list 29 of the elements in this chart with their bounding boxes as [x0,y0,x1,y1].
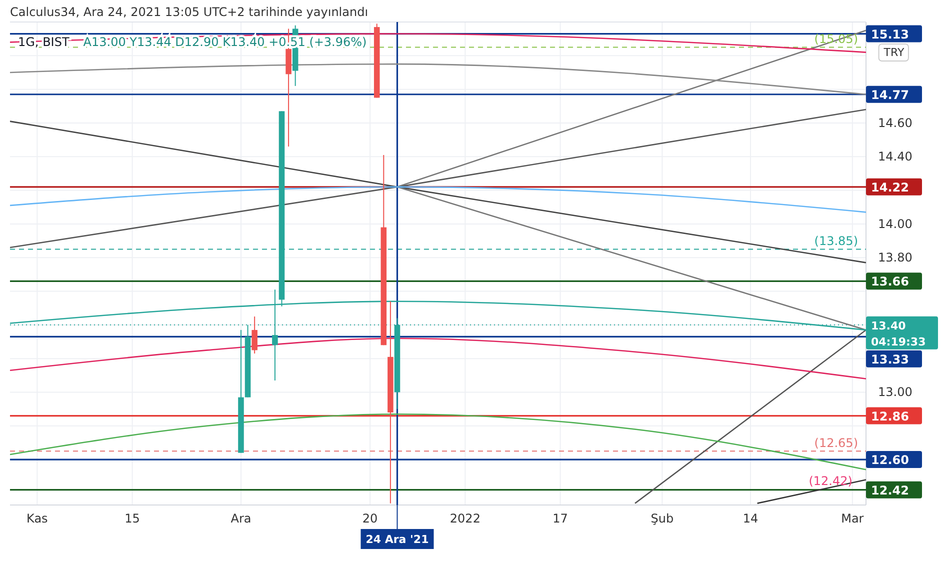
ref-line-label: 13.33 [871,352,909,366]
x-tick-label: Mar [841,512,864,526]
x-tick-label: Ara [230,512,252,526]
x-tick-label: 2022 [450,512,480,526]
x-tick-label: Kas [26,512,48,526]
y-tick-label: 14.60 [878,116,912,130]
text: TRY [882,46,904,59]
ref-line-label: 15.13 [871,27,909,42]
x-tick-label: Şub [650,512,674,526]
ref-line-label: 14.22 [871,180,909,194]
ref-line-label: (12.65) [814,436,858,450]
ref-line-label: 13.66 [871,274,909,289]
ref-line-label: 12.86 [871,409,909,424]
x-tick-label: 15 [124,512,140,526]
ref-line-label: (13.85) [814,234,858,248]
annotation: (12.42) [808,474,852,488]
y-tick-label: 14.00 [878,216,912,231]
x-tick-label: 14 [742,512,758,526]
x-tick-label: 20 [362,512,378,526]
ref-line-label: 13.40 04:19:33 [871,319,926,348]
text: Calculus34, Ara 24, 2021 13:05 UTC+2 tarihinde yayınlandı [10,5,368,19]
ref-line-label: 24 Ara '21 [366,533,429,546]
ref-line-label: 14.77 [871,88,909,102]
y-tick-label: 13.80 [878,250,912,264]
ref-line-label: 12.60 [871,453,909,468]
ref-line-label: 12.42 [871,483,909,498]
x-tick-label: 17 [552,512,568,526]
y-tick-label: 14.40 [878,149,912,164]
y-tick-label: 13.00 [878,385,912,400]
